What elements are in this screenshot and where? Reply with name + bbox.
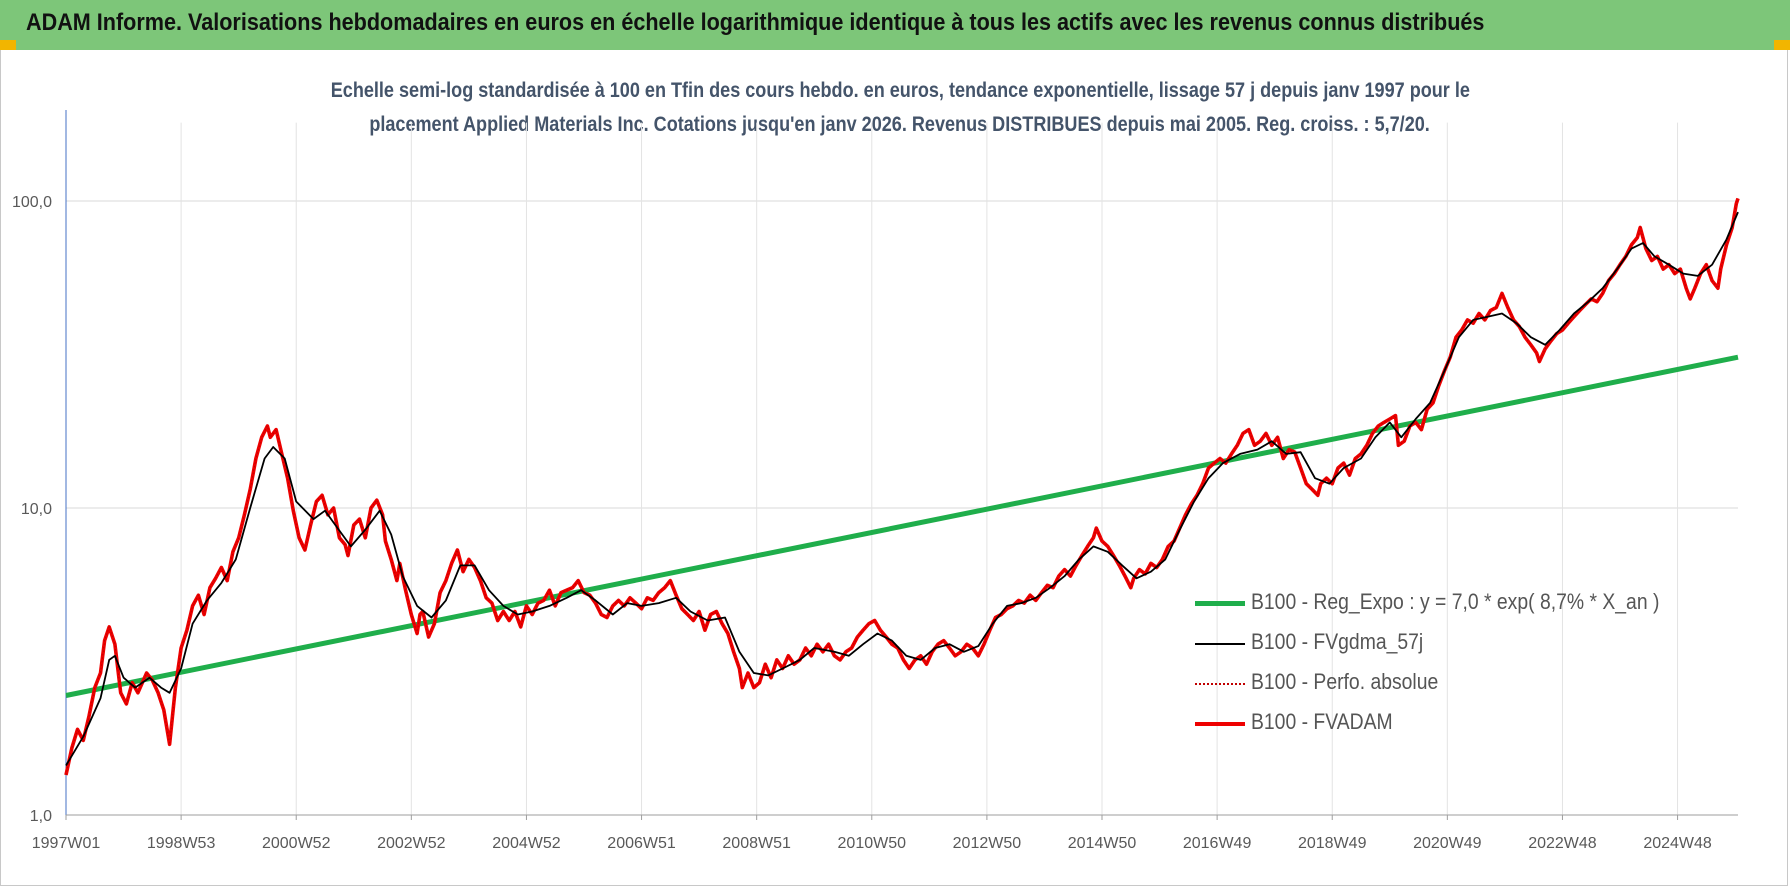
- x-tick-label: 2012W50: [953, 835, 1022, 852]
- legend-swatch-fvadam: [1195, 722, 1245, 726]
- x-tick-label: 2010W50: [838, 835, 907, 852]
- header-band: ADAM Informe. Valorisations hebdomadaire…: [0, 0, 1790, 50]
- x-tick-label: 1997W01: [32, 835, 101, 852]
- corner-marker-left: [0, 40, 16, 50]
- series-perfo-absolue-line: [65, 198, 1739, 776]
- page-title: ADAM Informe. Valorisations hebdomadaire…: [26, 9, 1485, 36]
- tick-labels: 1997W01 1998W53 2000W52 2002W52 2004W52 2006W…: [12, 194, 1712, 852]
- x-tick-label: 2020W49: [1413, 835, 1482, 852]
- x-tick-label: 2022W48: [1528, 835, 1597, 852]
- x-tick-label: 2014W50: [1068, 835, 1137, 852]
- legend-label-perfo: B100 - Perfo. absolue: [1251, 669, 1439, 694]
- axes: [65, 110, 1738, 820]
- series-fvadam-line: [64, 197, 1740, 776]
- legend-swatch-perfo: [1195, 683, 1245, 685]
- subtitle-line-2: placement Applied Materials Inc. Cotatio…: [369, 113, 1431, 136]
- subtitle-line-1: Echelle semi-log standardisée à 100 en T…: [330, 79, 1470, 102]
- legend-label-fvgdma: B100 - FVgdma_57j: [1251, 629, 1424, 654]
- x-tick-label: 2006W51: [607, 835, 676, 852]
- x-tick-label: 2018W49: [1298, 835, 1367, 852]
- y-tick-label: 10,0: [21, 501, 52, 518]
- grid-lines: [66, 122, 1738, 816]
- series-reg-expo-line: [65, 354, 1739, 698]
- chart-frame: [0, 50, 1788, 886]
- x-tick-label: 2008W51: [722, 835, 791, 852]
- x-tick-label: 2024W48: [1643, 835, 1712, 852]
- x-tick-label: 1998W53: [147, 835, 216, 852]
- legend-swatch-reg-expo: [1195, 601, 1245, 606]
- legend-label-reg-expo: B100 - Reg_Expo : y = 7,0 * exp( 8,7% * …: [1251, 589, 1660, 614]
- x-tick-label: 2016W49: [1183, 835, 1252, 852]
- chart-subtitle: Echelle semi-log standardisée à 100 en T…: [180, 74, 1620, 142]
- series-group: [64, 197, 1740, 776]
- series-fvgdma-line: [65, 211, 1739, 766]
- x-tick-label: 2004W52: [492, 835, 561, 852]
- x-tick-label: 2000W52: [262, 835, 331, 852]
- legend-swatch-fvgdma: [1195, 643, 1245, 645]
- corner-marker-right: [1774, 40, 1790, 50]
- x-tick-label: 2002W52: [377, 835, 446, 852]
- legend-label-fvadam: B100 - FVADAM: [1251, 709, 1393, 734]
- y-tick-label: 100,0: [12, 194, 52, 211]
- y-tick-label: 1,0: [30, 808, 52, 825]
